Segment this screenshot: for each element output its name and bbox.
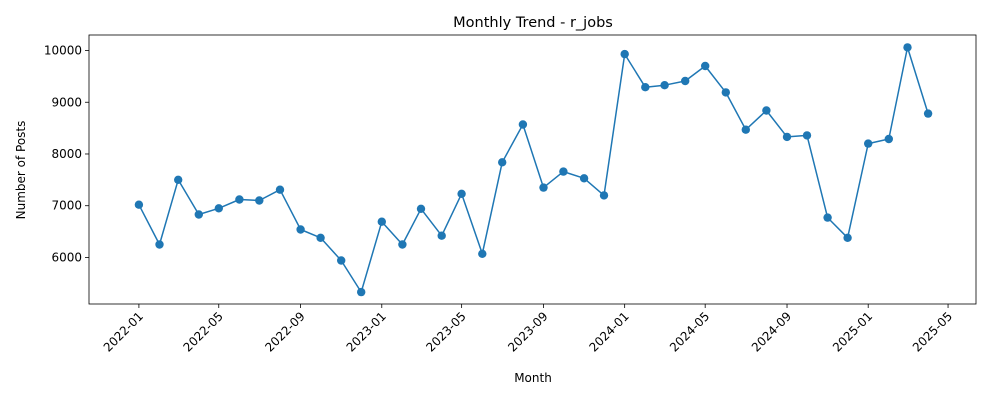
data-point — [357, 287, 366, 297]
data-point — [559, 167, 568, 176]
data-point — [437, 231, 446, 240]
x-tick-label: 2022-05 — [181, 309, 226, 354]
plot-frame — [88, 34, 977, 305]
data-point — [903, 43, 912, 52]
x-tick-label: 2022-09 — [262, 309, 307, 354]
data-point — [681, 76, 690, 86]
data-point — [498, 158, 507, 167]
data-point — [478, 249, 487, 258]
data-point — [923, 109, 933, 118]
data-point — [518, 120, 528, 129]
data-point — [599, 191, 609, 200]
data-point — [255, 196, 264, 205]
data-point — [377, 217, 386, 226]
x-tick-label: 2023-05 — [423, 309, 468, 354]
data-point — [782, 132, 792, 142]
x-axis-label: Month — [514, 371, 552, 385]
data-point — [843, 233, 852, 242]
y-axis-ticks: 6000 7000 8000 9000 10000 — [44, 44, 89, 264]
data-point — [620, 49, 629, 59]
data-point — [337, 256, 346, 265]
data-point — [296, 225, 305, 234]
y-tick-label: 8000 — [51, 147, 82, 161]
data-point — [316, 233, 325, 242]
y-tick-label: 6000 — [51, 250, 82, 264]
data-point — [579, 174, 589, 183]
x-tick-label: 2023-09 — [505, 309, 550, 354]
data-point — [174, 175, 183, 184]
data-point — [398, 240, 407, 249]
x-tick-label: 2025-05 — [910, 309, 955, 354]
series-posts — [134, 43, 933, 297]
data-point — [641, 83, 650, 92]
series-line — [138, 46, 929, 293]
data-point — [762, 106, 771, 115]
x-tick-label: 2022-01 — [101, 309, 146, 354]
data-point — [823, 213, 832, 222]
data-point — [214, 204, 223, 213]
data-point — [802, 131, 812, 140]
data-point — [416, 204, 426, 213]
x-axis-ticks: 2022-01 2022-05 2022-09 2023-01 2023-05 2023-… — [101, 304, 955, 355]
y-tick-label: 9000 — [51, 95, 82, 109]
chart-title: Monthly Trend - r_jobs — [453, 15, 613, 31]
data-point — [539, 183, 548, 192]
data-point — [457, 189, 466, 198]
x-tick-label: 2024-09 — [749, 309, 794, 354]
data-point — [194, 210, 203, 219]
data-point — [155, 240, 164, 249]
y-axis-label: Number of Posts — [14, 121, 28, 220]
data-point — [741, 125, 750, 134]
data-point — [660, 81, 669, 90]
data-point — [864, 139, 873, 148]
x-tick-label: 2024-05 — [667, 309, 712, 354]
data-point — [721, 88, 730, 97]
x-tick-label: 2024-01 — [586, 309, 631, 354]
data-point — [134, 200, 144, 209]
x-tick-label: 2023-01 — [344, 309, 389, 354]
data-point — [235, 195, 244, 204]
data-point — [275, 185, 285, 194]
y-tick-label: 10000 — [44, 44, 82, 58]
x-tick-label: 2025-01 — [830, 309, 875, 354]
data-point — [884, 134, 893, 144]
y-tick-label: 7000 — [51, 199, 82, 213]
data-point — [701, 61, 710, 71]
